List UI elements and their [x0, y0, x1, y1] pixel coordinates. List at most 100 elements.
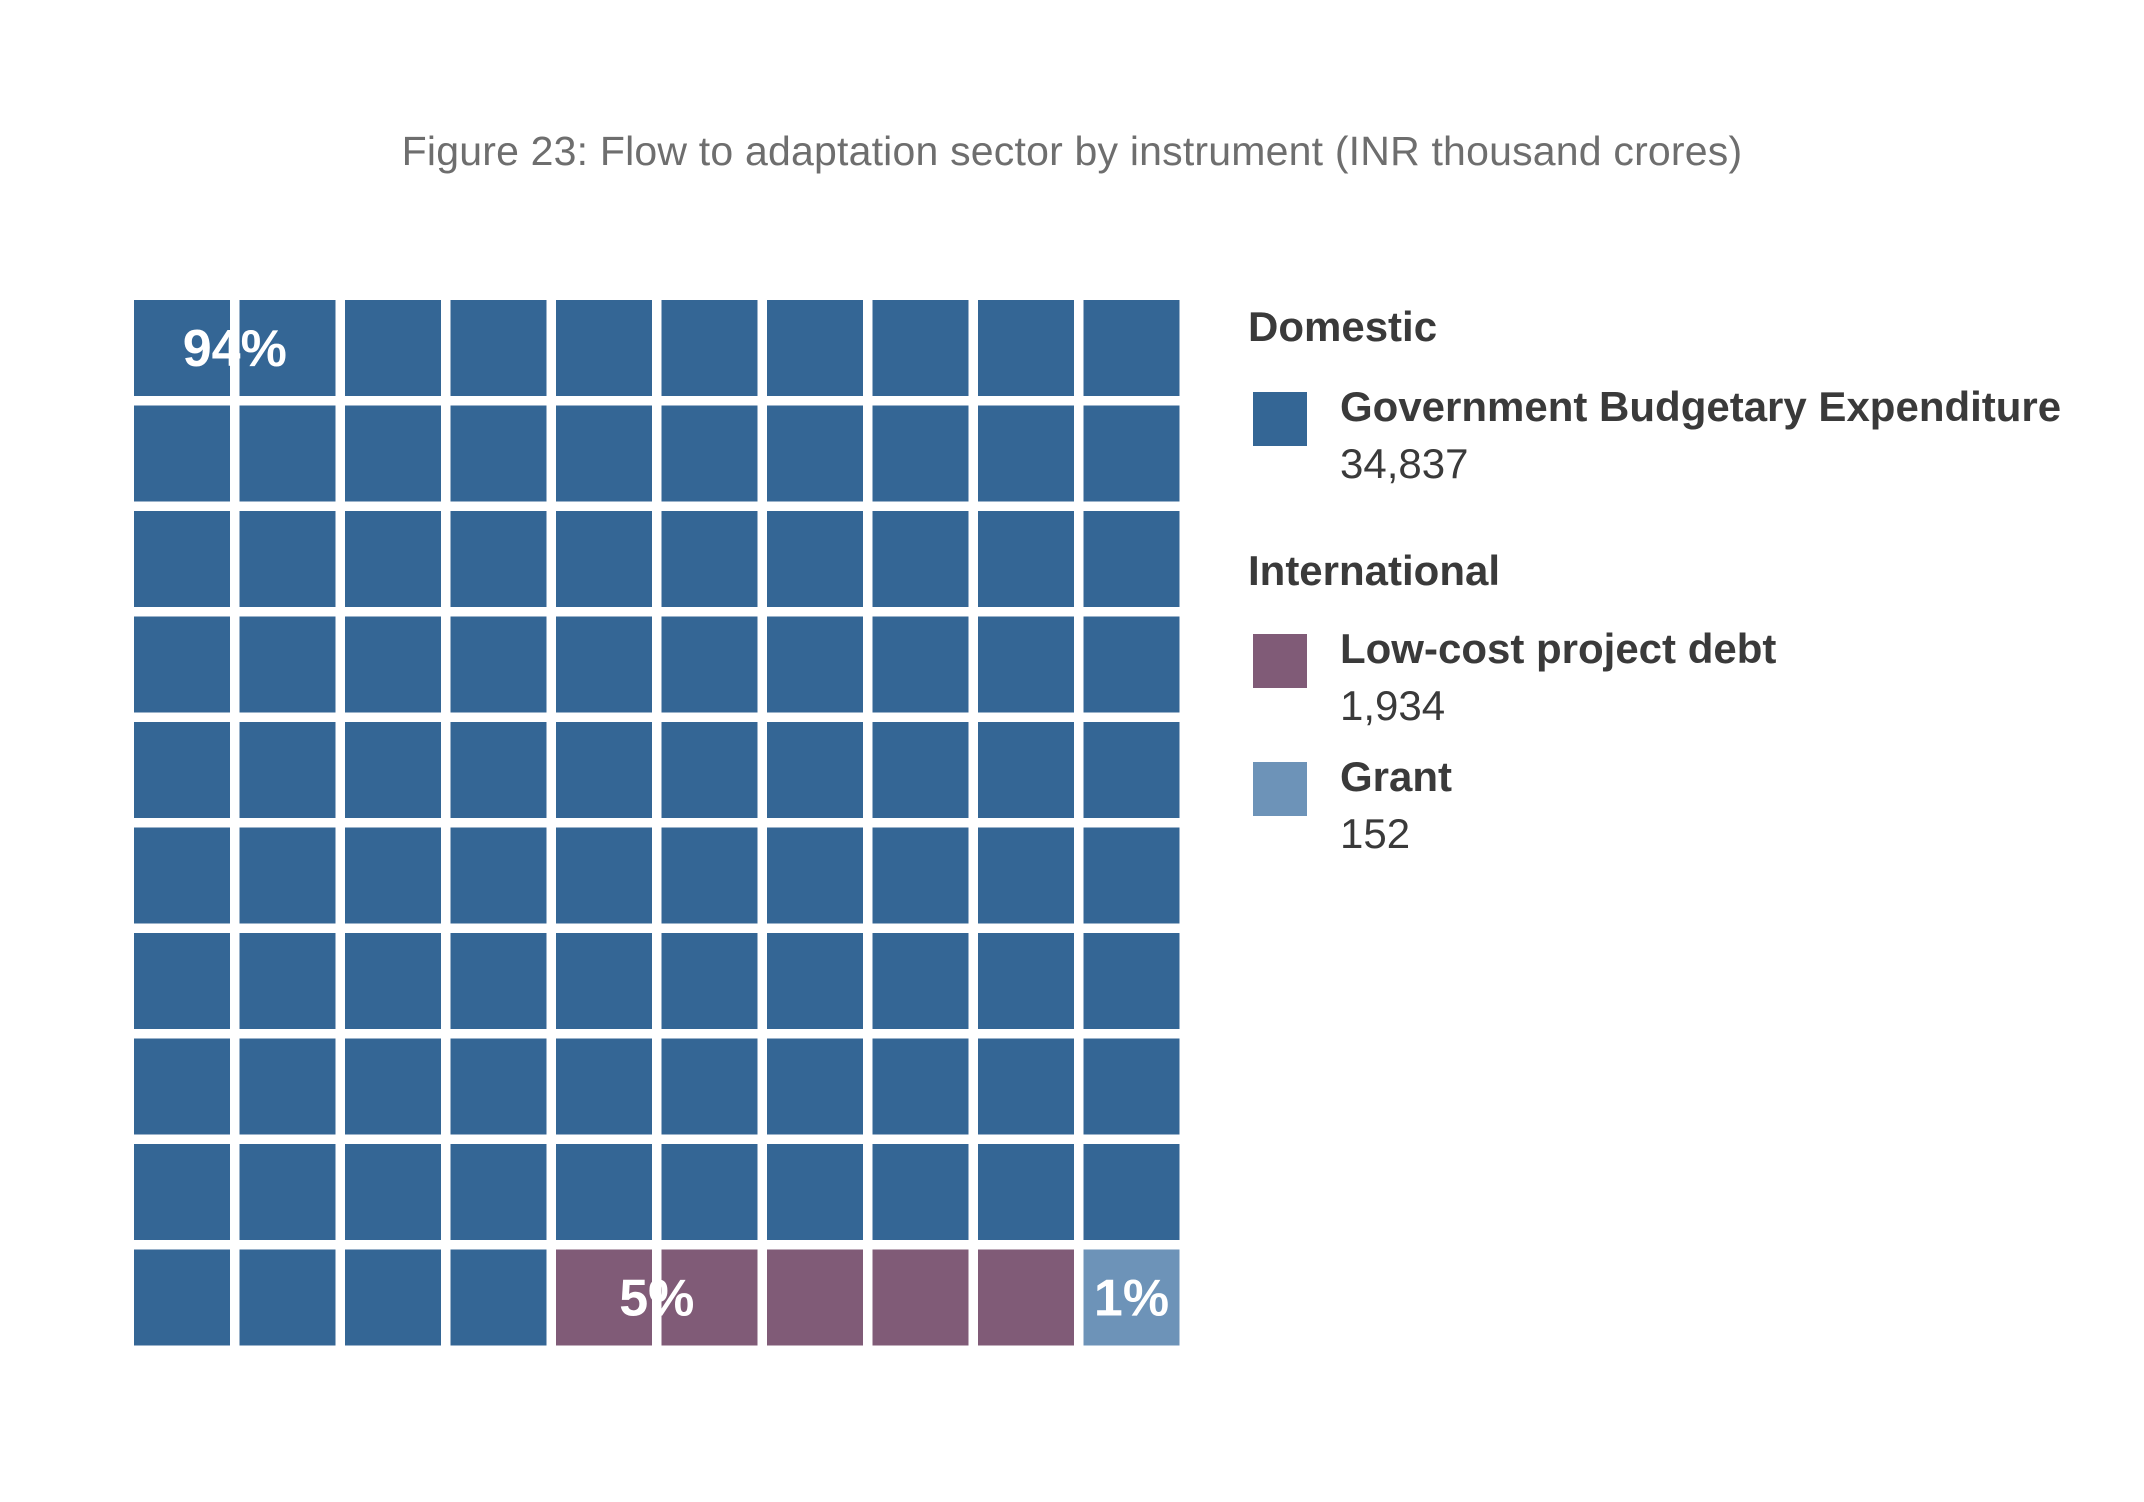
waffle-cell-government-budgetary-expenditure [345, 933, 441, 1029]
waffle-cell-government-budgetary-expenditure [345, 616, 441, 713]
waffle-cell-government-budgetary-expenditure [872, 616, 969, 713]
waffle-cell-government-budgetary-expenditure [1083, 405, 1180, 502]
waffle-cell-government-budgetary-expenditure [661, 933, 758, 1029]
waffle-cell-government-budgetary-expenditure [872, 722, 969, 818]
waffle-cell-government-budgetary-expenditure [978, 827, 1074, 924]
waffle-cell-government-budgetary-expenditure [134, 300, 230, 396]
waffle-cell-government-budgetary-expenditure [450, 722, 547, 818]
waffle-cell-low-cost-project-debt [767, 1249, 863, 1346]
waffle-cell-government-budgetary-expenditure [661, 405, 758, 502]
legend-swatch [1253, 392, 1307, 446]
waffle-cell-government-budgetary-expenditure [767, 300, 863, 396]
waffle-cell-government-budgetary-expenditure [661, 827, 758, 924]
waffle-cell-government-budgetary-expenditure [872, 300, 969, 396]
waffle-cell-government-budgetary-expenditure [1083, 1038, 1180, 1135]
waffle-cell-government-budgetary-expenditure [767, 405, 863, 502]
waffle-cell-government-budgetary-expenditure [239, 616, 336, 713]
waffle-cell-government-budgetary-expenditure [345, 1038, 441, 1135]
waffle-cell-government-budgetary-expenditure [767, 1144, 863, 1240]
waffle-cell-government-budgetary-expenditure [345, 1249, 441, 1346]
legend-group-title: International [1248, 547, 1501, 594]
waffle-cell-government-budgetary-expenditure [134, 827, 230, 924]
percent-label-grant: 1% [1094, 1270, 1169, 1328]
waffle-cell-government-budgetary-expenditure [767, 616, 863, 713]
waffle-cell-government-budgetary-expenditure [239, 827, 336, 924]
waffle-cell-government-budgetary-expenditure [134, 933, 230, 1029]
legend-item-low-cost-project-debt: Low-cost project debt 1,934 [1248, 620, 2128, 734]
legend-item-label: Low-cost project debt [1340, 625, 1777, 672]
waffle-cell-government-budgetary-expenditure [134, 1038, 230, 1135]
waffle-cell-government-budgetary-expenditure [872, 933, 969, 1029]
waffle-cell-government-budgetary-expenditure [556, 405, 652, 502]
waffle-cell-government-budgetary-expenditure [872, 511, 969, 607]
legend-item-government-budgetary-expenditure: Government Budgetary Expenditure 34,837 [1248, 378, 2128, 492]
waffle-cell-government-budgetary-expenditure [978, 616, 1074, 713]
waffle-cells [134, 300, 1180, 1346]
waffle-cell-government-budgetary-expenditure [556, 616, 652, 713]
waffle-cell-government-budgetary-expenditure [661, 722, 758, 818]
waffle-cell-government-budgetary-expenditure [450, 1038, 547, 1135]
waffle-cell-government-budgetary-expenditure [978, 722, 1074, 818]
waffle-cell-grant [1083, 1249, 1180, 1346]
waffle-cell-government-budgetary-expenditure [661, 1038, 758, 1135]
waffle-cell-government-budgetary-expenditure [239, 933, 336, 1029]
percent-label-low-cost-project-debt: 5% [619, 1270, 694, 1328]
waffle-cell-government-budgetary-expenditure [239, 1249, 336, 1346]
waffle-cell-government-budgetary-expenditure [1083, 300, 1180, 396]
waffle-cell-government-budgetary-expenditure [345, 300, 441, 396]
waffle-cell-government-budgetary-expenditure [978, 300, 1074, 396]
waffle-cell-government-budgetary-expenditure [872, 1038, 969, 1135]
waffle-cell-government-budgetary-expenditure [450, 933, 547, 1029]
legend-group-domestic: Domestic Government Budgetary Expenditur… [1248, 298, 2128, 492]
waffle-cell-government-budgetary-expenditure [661, 511, 758, 607]
waffle-cell-government-budgetary-expenditure [239, 722, 336, 818]
waffle-cell-government-budgetary-expenditure [767, 933, 863, 1029]
percent-label-government-budgetary-expenditure: 94% [183, 320, 287, 378]
waffle-cell-government-budgetary-expenditure [345, 827, 441, 924]
waffle-cell-government-budgetary-expenditure [450, 300, 547, 396]
legend-item-value: 152 [1340, 810, 1411, 857]
waffle-cell-government-budgetary-expenditure [872, 1144, 969, 1240]
waffle-cell-government-budgetary-expenditure [134, 1144, 230, 1240]
waffle-cell-government-budgetary-expenditure [767, 722, 863, 818]
waffle-cell-government-budgetary-expenditure [134, 722, 230, 818]
waffle-cell-government-budgetary-expenditure [239, 405, 336, 502]
waffle-cell-government-budgetary-expenditure [767, 511, 863, 607]
waffle-cell-government-budgetary-expenditure [767, 827, 863, 924]
waffle-cell-government-budgetary-expenditure [661, 1144, 758, 1240]
legend-group-international: International Low-cost project debt 1,93… [1248, 542, 2128, 862]
waffle-cell-government-budgetary-expenditure [1083, 511, 1180, 607]
waffle-cell-government-budgetary-expenditure [556, 722, 652, 818]
waffle-cell-government-budgetary-expenditure [661, 616, 758, 713]
waffle-cell-government-budgetary-expenditure [345, 511, 441, 607]
waffle-cell-government-budgetary-expenditure [450, 511, 547, 607]
waffle-cell-government-budgetary-expenditure [556, 300, 652, 396]
waffle-cell-government-budgetary-expenditure [134, 616, 230, 713]
waffle-cell-government-budgetary-expenditure [1083, 933, 1180, 1029]
waffle-cell-government-budgetary-expenditure [239, 1038, 336, 1135]
waffle-cell-government-budgetary-expenditure [978, 1038, 1074, 1135]
legend: Domestic Government Budgetary Expenditur… [1248, 298, 2128, 862]
waffle-cell-government-budgetary-expenditure [450, 827, 547, 924]
legend-group-title: Domestic [1248, 303, 1438, 350]
legend-item-grant: Grant 152 [1248, 748, 2128, 862]
waffle-cell-government-budgetary-expenditure [978, 1144, 1074, 1240]
waffle-cell-government-budgetary-expenditure [1083, 616, 1180, 713]
waffle-cell-government-budgetary-expenditure [767, 1038, 863, 1135]
waffle-cell-low-cost-project-debt [872, 1249, 969, 1346]
waffle-cell-low-cost-project-debt [661, 1249, 758, 1346]
waffle-cell-government-budgetary-expenditure [450, 1144, 547, 1240]
waffle-cell-government-budgetary-expenditure [134, 511, 230, 607]
waffle-cell-government-budgetary-expenditure [345, 1144, 441, 1240]
legend-swatch [1253, 634, 1307, 688]
waffle-cell-government-budgetary-expenditure [872, 405, 969, 502]
waffle-cell-government-budgetary-expenditure [450, 616, 547, 713]
waffle-cell-low-cost-project-debt [978, 1249, 1074, 1346]
waffle-cell-government-budgetary-expenditure [556, 933, 652, 1029]
waffle-cell-government-budgetary-expenditure [661, 300, 758, 396]
waffle-percent-labels: 94% 5% 1% [183, 320, 1169, 1328]
waffle-cell-government-budgetary-expenditure [239, 300, 336, 396]
waffle-cell-government-budgetary-expenditure [978, 933, 1074, 1029]
waffle-cell-government-budgetary-expenditure [345, 722, 441, 818]
